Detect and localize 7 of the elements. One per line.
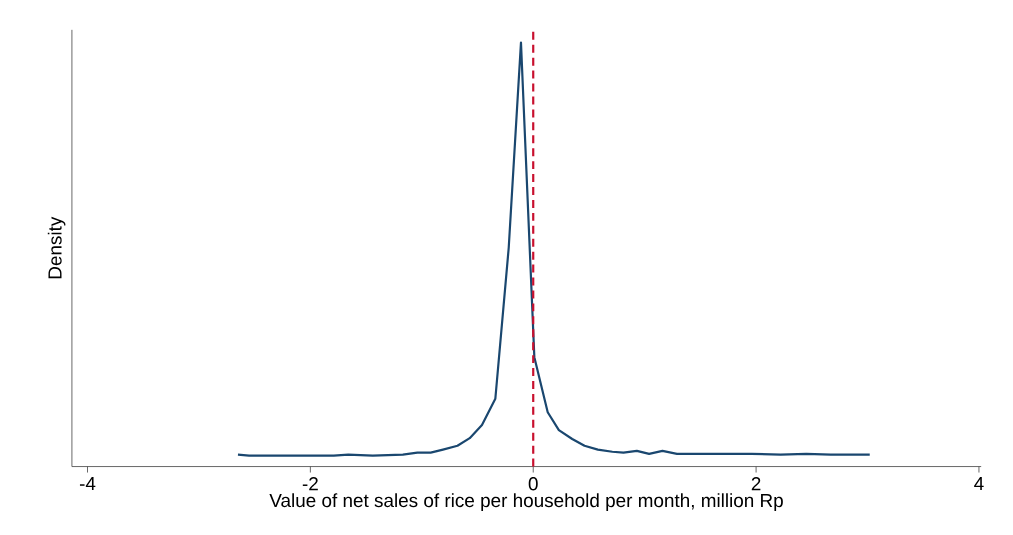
x-tick-label: -2	[302, 476, 318, 491]
x-axis-title: Value of net sales of rice per household per month, million Rp	[269, 493, 783, 511]
x-tick-label: 2	[751, 476, 761, 491]
x-tick-label: 4	[974, 476, 984, 490]
y-axis-title: Density	[47, 216, 66, 279]
x-tick-label: -4	[79, 476, 96, 490]
x-tick-label: 0	[528, 476, 538, 491]
